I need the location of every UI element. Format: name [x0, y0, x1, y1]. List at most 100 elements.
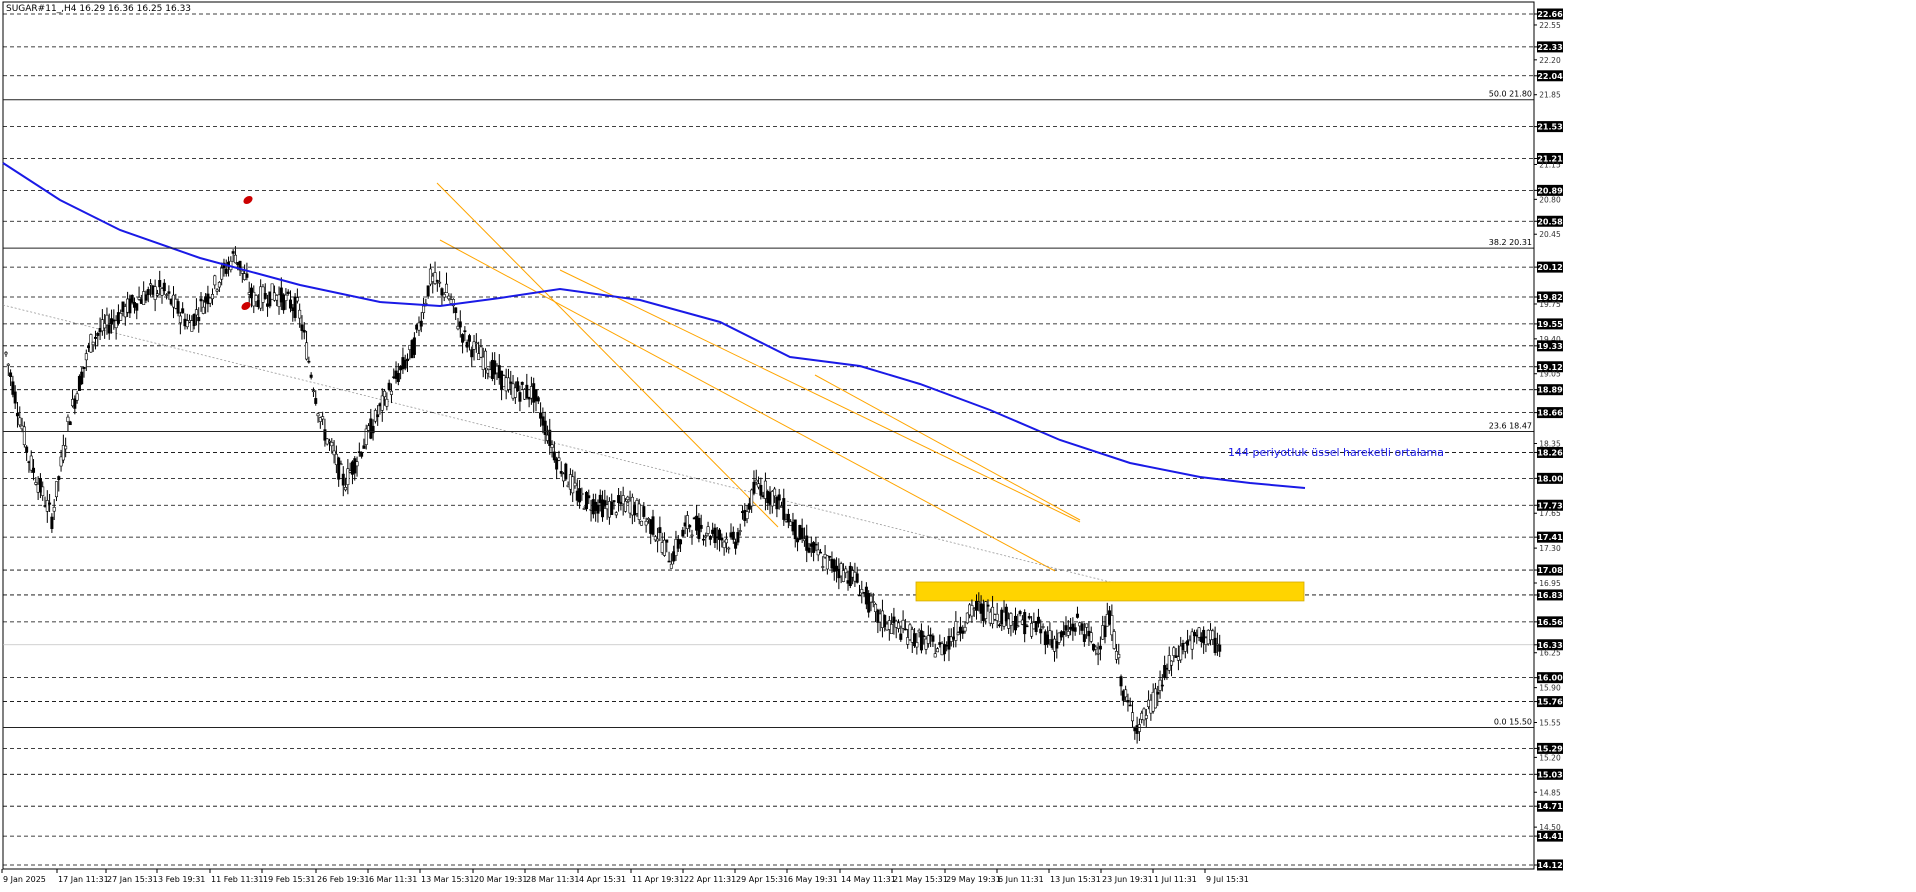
candle-body: [1062, 631, 1066, 636]
candle-body: [1126, 700, 1130, 703]
candle-body: [59, 456, 63, 467]
candle-body: [832, 559, 836, 572]
candle-body: [929, 634, 933, 637]
price-axis[interactable]: 22.66 22.55 22.33 22.20 22.04 21.85 21.53 21.21…: [1533, 2, 1563, 871]
candle-body: [417, 322, 421, 331]
price-label: 20.12: [1537, 263, 1562, 272]
candle-body: [385, 398, 389, 407]
candle-body: [57, 476, 61, 480]
candle-body: [584, 492, 588, 510]
candle-body: [555, 458, 559, 470]
candle-body: [309, 374, 313, 378]
candle-body: [412, 337, 416, 355]
candle-body: [679, 539, 683, 545]
candle-body: [445, 283, 449, 294]
price-label-box: [1537, 261, 1563, 273]
candle-body: [419, 320, 423, 327]
candle-body: [867, 593, 871, 613]
candle-body: [15, 412, 19, 417]
candle-body: [1023, 612, 1027, 635]
candle-body: [6, 363, 10, 366]
candle-body: [699, 524, 703, 529]
candle-body: [903, 628, 907, 631]
price-label: 15.90: [1539, 684, 1561, 693]
grid-lines: [2, 1, 1535, 870]
candle-body: [93, 336, 97, 339]
price-label: 14.41: [1537, 832, 1563, 841]
candle-body: [1142, 708, 1146, 721]
candle-body: [1014, 615, 1018, 631]
time-label: 6 Jun 11:31: [998, 875, 1044, 884]
time-label: 9 Jan 2025: [3, 875, 46, 884]
candle-body: [1057, 632, 1061, 643]
price-label: 19.05: [1539, 370, 1561, 379]
candle-body: [855, 573, 859, 583]
candle-body: [456, 325, 460, 330]
time-label: 22 Apr 11:31: [684, 875, 736, 884]
candle-body: [435, 280, 439, 282]
candle-body: [213, 275, 217, 286]
fibonacci-levels: 50.0 21.80 38.2 20.31 23.6 18.47 0.0 15.50: [3, 90, 1534, 728]
candle-body: [525, 384, 529, 399]
candle-body: [901, 619, 905, 629]
time-label: 26 Feb 19:31: [317, 875, 369, 884]
candle-body: [1085, 623, 1089, 628]
price-label-box: [1537, 152, 1563, 164]
price-label: 14.85: [1539, 788, 1561, 797]
plot-frame: [2, 1, 1535, 870]
candle-body: [321, 416, 325, 420]
candle-body: [1163, 665, 1167, 679]
candle-body: [708, 536, 712, 540]
candle-body: [91, 341, 95, 346]
candle-body: [610, 501, 614, 515]
candle-body: [52, 506, 56, 512]
time-label: 11 Feb 11:31: [211, 875, 263, 884]
candle-body: [899, 633, 903, 640]
candle-body: [406, 358, 410, 362]
candle-body: [1213, 637, 1217, 653]
candle-body: [1082, 634, 1086, 642]
candle-body: [656, 538, 660, 542]
time-label: 19 Feb 15:31: [263, 875, 315, 884]
candle-body: [240, 270, 244, 274]
price-label: 21.85: [1539, 91, 1561, 100]
candle-body: [442, 294, 446, 298]
candle-body: [403, 359, 407, 369]
candle-body: [1186, 640, 1190, 646]
candle-body: [137, 297, 141, 300]
candle-body: [970, 605, 974, 617]
price-label: 22.55: [1539, 21, 1561, 30]
price-label-box: [1537, 830, 1563, 842]
candle-body: [217, 282, 221, 288]
price-label: 16.00: [1537, 674, 1563, 683]
time-label: 11 Apr 19:31: [632, 875, 684, 884]
candle-body: [890, 624, 894, 635]
candle-body: [835, 565, 839, 572]
time-label: 29 May 19:31: [946, 875, 1001, 884]
candle-body: [518, 392, 522, 402]
candle-body: [311, 390, 315, 393]
price-label-box: [1537, 215, 1563, 227]
candle-body: [149, 283, 153, 286]
candle-body: [263, 293, 267, 299]
candle-body: [947, 635, 951, 650]
candle-body: [688, 525, 692, 528]
candle-body: [84, 353, 88, 361]
candle-body: [337, 457, 341, 480]
price-label: 19.12: [1537, 363, 1562, 372]
candle-body: [601, 499, 605, 518]
price-label-box: [1537, 472, 1563, 484]
wave-marker-bottom: [241, 301, 251, 311]
candle-body: [1098, 645, 1102, 650]
candle-body: [438, 281, 442, 284]
price-label-box: [1537, 41, 1563, 53]
candle-body: [323, 429, 327, 441]
time-label: 27 Jan 15:31: [107, 875, 158, 884]
candle-body: [194, 309, 198, 316]
long-trendline: [2, 304, 1171, 598]
candle-body: [1124, 689, 1128, 698]
candle-body: [54, 481, 58, 498]
